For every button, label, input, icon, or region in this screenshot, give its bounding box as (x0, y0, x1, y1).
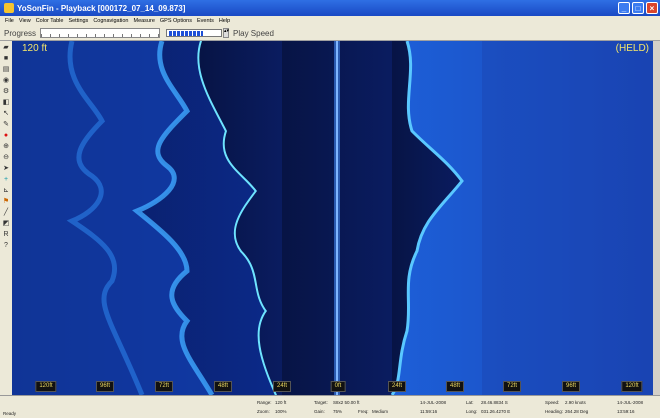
long-status-value: 031.26.4270 E (481, 409, 511, 414)
speed-status-value: 2.90 knots (565, 400, 586, 405)
menu-file[interactable]: File (5, 18, 14, 24)
long-status-label: Long: (466, 409, 478, 414)
target-status-label: Target: (314, 400, 328, 405)
save-icon[interactable]: ■ (3, 55, 9, 62)
tool-sidebar: ▰ ■ ▤ ◉ ⚙ ◧ ↖ ✎ ● ⊕ ⊖ ➤ + ⊾ ⚑ ╱ ◩ R ? (0, 41, 12, 395)
freq-status-value: Medium (372, 409, 389, 414)
zoom-status-value: 100% (275, 409, 287, 414)
menu-settings[interactable]: Settings (68, 18, 89, 24)
window-title: YoSonFin - Playback [000172_07_14_09.873… (17, 3, 186, 13)
range-label: 120 ft (22, 43, 48, 54)
scale-tick: 0ft (330, 381, 346, 392)
scale-tick: 72ft (502, 381, 522, 392)
scale-tick: 48ft (445, 381, 465, 392)
range-status-value: 120 ft (275, 400, 287, 405)
menu-measure[interactable]: Measure (133, 18, 155, 24)
help-icon[interactable]: ? (4, 242, 8, 249)
status-bar: Ready Range: 120 ft Zoom: 100% Target: S… (0, 395, 660, 418)
marker-icon[interactable]: ⚑ (2, 198, 10, 205)
cursor-icon[interactable]: ➤ (3, 165, 9, 172)
minimize-button[interactable]: _ (618, 2, 630, 14)
app-icon (4, 3, 14, 13)
crosshair-icon[interactable]: + (3, 176, 9, 183)
maximize-button[interactable]: □ (632, 2, 644, 14)
speed-status-label: Speed: (545, 400, 560, 405)
play-speed-indicator[interactable] (166, 29, 223, 37)
open-icon[interactable]: ▰ (3, 44, 9, 51)
sonar-image (12, 41, 653, 395)
freq-status-label: Freq: (358, 409, 369, 414)
target-status-value: S8x2 50.00 ft (333, 400, 360, 405)
scale-tick: 48ft (213, 381, 233, 392)
progress-label: Progress (4, 28, 37, 38)
playback-toolbar: Progress ▴▾ Play Speed (0, 26, 660, 41)
scale-tick: 120ft (621, 381, 643, 392)
menu-color-table[interactable]: Color Table (35, 18, 64, 24)
lat-status-label: Lat: (466, 400, 474, 405)
settings-icon[interactable]: ⚙ (2, 88, 10, 95)
gain-status-value: 75% (333, 409, 343, 414)
heading-status-value: 264.28 Deg (565, 409, 589, 414)
reset-icon[interactable]: R (3, 231, 9, 238)
menu-bar: File View Color Table Settings Cognaviga… (0, 16, 660, 26)
held-indicator: (HELD) (615, 43, 649, 54)
title-bar: YoSonFin - Playback [000172_07_14_09.873… (0, 0, 660, 16)
gain-status-label: Gain: (314, 409, 325, 414)
menu-gps-options[interactable]: GPS Options (159, 18, 192, 24)
scale-tick: 96ft (561, 381, 581, 392)
close-button[interactable]: × (646, 2, 658, 14)
invert-icon[interactable]: ◩ (2, 220, 10, 227)
measure-icon[interactable]: ⊾ (3, 187, 9, 194)
zoom-in-icon[interactable]: ⊕ (3, 143, 9, 150)
date2-status: 14-JUL-2008 (617, 400, 644, 405)
heading-status-label: Heading: (545, 409, 564, 414)
record-icon[interactable]: ◉ (2, 77, 10, 84)
time-status: 11:59:16 (420, 409, 438, 414)
menu-cognavigation[interactable]: Cognavigation (93, 18, 129, 24)
range-status-label: Range: (257, 400, 272, 405)
status-ready: Ready (3, 411, 17, 416)
palette-icon[interactable]: ◧ (2, 99, 10, 106)
sonar-display[interactable]: 120 ft (HELD) 120ft 96ft 72ft 48ft 24ft … (12, 41, 653, 395)
date-status: 14-JUL-2008 (420, 400, 447, 405)
print-icon[interactable]: ▤ (2, 66, 10, 73)
range-scale: 120ft 96ft 72ft 48ft 24ft 0ft 24ft 48ft … (12, 381, 653, 392)
scale-tick: 24ft (272, 381, 292, 392)
scale-tick: 72ft (154, 381, 174, 392)
pencil-icon[interactable]: ✎ (3, 121, 9, 128)
time2-status: 13:59:16 (617, 409, 635, 414)
zoom-status-label: Zoom: (257, 409, 270, 414)
scale-tick: 24ft (387, 381, 407, 392)
scale-tick: 120ft (35, 381, 57, 392)
line-icon[interactable]: ╱ (3, 209, 9, 216)
menu-events[interactable]: Events (197, 18, 214, 24)
zoom-out-icon[interactable]: ⊖ (3, 154, 9, 161)
scale-tick: 96ft (95, 381, 115, 392)
lat-status-value: 28.46.8834 S (481, 400, 508, 405)
pointer-icon[interactable]: ↖ (3, 110, 9, 117)
progress-slider[interactable] (40, 28, 161, 38)
play-speed-spinner[interactable]: ▴▾ (223, 28, 229, 38)
menu-view[interactable]: View (18, 18, 31, 24)
play-speed-label: Play Speed (233, 28, 274, 38)
menu-help[interactable]: Help (218, 18, 231, 24)
stop-icon[interactable]: ● (3, 132, 9, 139)
